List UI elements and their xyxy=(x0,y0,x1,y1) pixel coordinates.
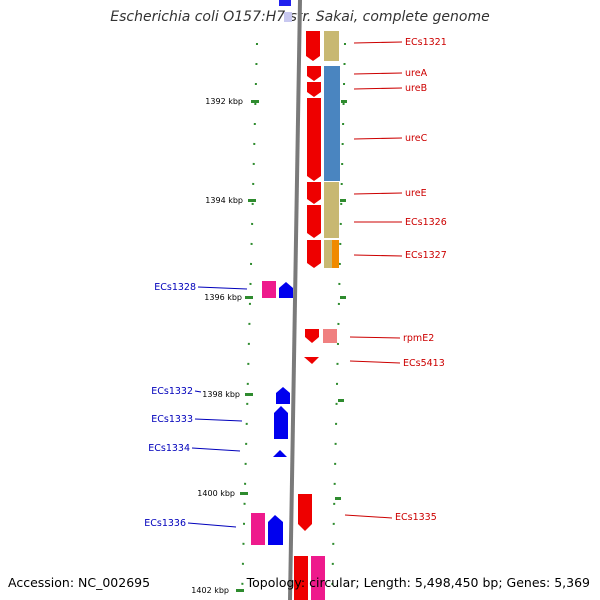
feature-khaki-1 xyxy=(324,31,339,61)
connector-ecs1332 xyxy=(194,390,202,393)
reverse-cds-track xyxy=(251,281,293,545)
label-ecs1327[interactable]: ECs1327 xyxy=(405,250,447,261)
right-tick-3 xyxy=(340,296,346,299)
left-labels: ECs1328 ECs1332 ECs1333 ECs1334 ECs1336 xyxy=(144,282,196,529)
connector-ureb xyxy=(353,87,403,90)
label-ecs1328[interactable]: ECs1328 xyxy=(154,282,196,293)
tick-label-1396: 1396 kbp xyxy=(204,293,242,302)
right-tick-4 xyxy=(338,399,344,402)
connector-ecs5413 xyxy=(349,360,401,364)
cds-urec[interactable] xyxy=(307,98,321,181)
label-ureb[interactable]: ureB xyxy=(405,83,427,94)
connector-urea xyxy=(353,72,403,75)
label-uree[interactable]: ureE xyxy=(405,188,427,199)
cds-ecs1326[interactable] xyxy=(307,205,321,238)
genome-summary-text: Topology: circular; Length: 5,498,450 bp… xyxy=(246,575,590,590)
label-ecs5413[interactable]: ECs5413 xyxy=(403,358,445,369)
connector-ecs1334 xyxy=(191,447,241,452)
tick-label-1402: 1402 kbp xyxy=(191,586,229,595)
feature-pink-bottom xyxy=(311,556,325,600)
cds-ureb[interactable] xyxy=(307,82,321,97)
cds-ecs1335[interactable] xyxy=(298,494,312,531)
label-ecs1326[interactable]: ECs1326 xyxy=(405,217,447,228)
label-ecs1333[interactable]: ECs1333 xyxy=(151,414,193,425)
feature-pink-ecs1328 xyxy=(262,281,276,298)
label-ecs1336[interactable]: ECs1336 xyxy=(144,518,186,529)
cds-urea[interactable] xyxy=(307,66,321,81)
tick-1392 xyxy=(251,100,259,103)
label-ecs1334[interactable]: ECs1334 xyxy=(148,443,190,454)
connector-ecs1333 xyxy=(194,418,243,422)
tick-label-1392: 1392 kbp xyxy=(205,97,243,106)
cds-bottom[interactable] xyxy=(294,556,308,600)
cds-uree[interactable] xyxy=(307,182,321,204)
connector-ecs1328 xyxy=(197,286,248,290)
label-urea[interactable]: ureA xyxy=(405,68,428,79)
forward-cds-track xyxy=(294,31,321,600)
tick-1394 xyxy=(248,199,256,202)
label-rpme2[interactable]: rpmE2 xyxy=(403,333,434,344)
label-ecs1332[interactable]: ECs1332 xyxy=(151,386,193,397)
cds-ecs5413[interactable] xyxy=(304,357,319,364)
connector-rpme2 xyxy=(349,336,401,339)
tick-1396 xyxy=(245,296,253,299)
tick-1398 xyxy=(245,393,253,396)
tick-label-1394: 1394 kbp xyxy=(205,196,243,205)
right-labels: ECs1321 ureA ureB ureC ureE ECs1326 ECs1… xyxy=(395,37,447,523)
tick-1400 xyxy=(240,492,248,495)
top-feature-lightblue xyxy=(284,12,292,22)
genome-backbone xyxy=(288,0,302,600)
tick-label-1398: 1398 kbp xyxy=(202,390,240,399)
cds-ecs1327[interactable] xyxy=(307,240,321,268)
left-connectors xyxy=(187,286,248,528)
feature-orange xyxy=(332,240,339,268)
kbp-ticks xyxy=(236,100,347,592)
feature-steelblue xyxy=(324,66,340,181)
cds-ecs1328[interactable] xyxy=(279,282,293,298)
accession-text: Accession: NC_002695 xyxy=(8,575,151,590)
top-feature-blue xyxy=(279,0,291,6)
tick-1402 xyxy=(236,589,244,592)
connector-ecs1335 xyxy=(344,514,393,519)
cds-rpme2[interactable] xyxy=(305,329,319,343)
label-urec[interactable]: ureC xyxy=(405,133,428,144)
label-ecs1321[interactable]: ECs1321 xyxy=(405,37,447,48)
connector-urec xyxy=(353,137,403,140)
connector-uree xyxy=(353,192,403,195)
feature-salmon xyxy=(323,329,337,343)
right-tick-1 xyxy=(341,100,347,103)
label-ecs1335[interactable]: ECs1335 xyxy=(395,512,437,523)
tick-label-1400: 1400 kbp xyxy=(197,489,235,498)
connector-ecs1321 xyxy=(353,41,403,44)
feature-track xyxy=(311,31,340,600)
cds-ecs1332[interactable] xyxy=(276,387,290,404)
connector-ecs1327 xyxy=(353,254,403,257)
cds-ecs1333[interactable] xyxy=(274,406,288,439)
feature-pink-ecs1336 xyxy=(251,513,265,545)
feature-khaki-3 xyxy=(324,240,332,268)
cds-ecs1334[interactable] xyxy=(273,450,287,457)
right-tick-5 xyxy=(335,497,341,500)
kbp-labels: 1392 kbp 1394 kbp 1396 kbp 1398 kbp 1400… xyxy=(191,97,243,595)
right-connectors xyxy=(344,41,403,519)
feature-khaki-2 xyxy=(324,182,339,238)
cds-ecs1336[interactable] xyxy=(268,515,283,545)
connector-ecs1336 xyxy=(187,522,237,528)
right-tick-2 xyxy=(340,199,346,202)
cds-ecs1321[interactable] xyxy=(306,31,320,61)
